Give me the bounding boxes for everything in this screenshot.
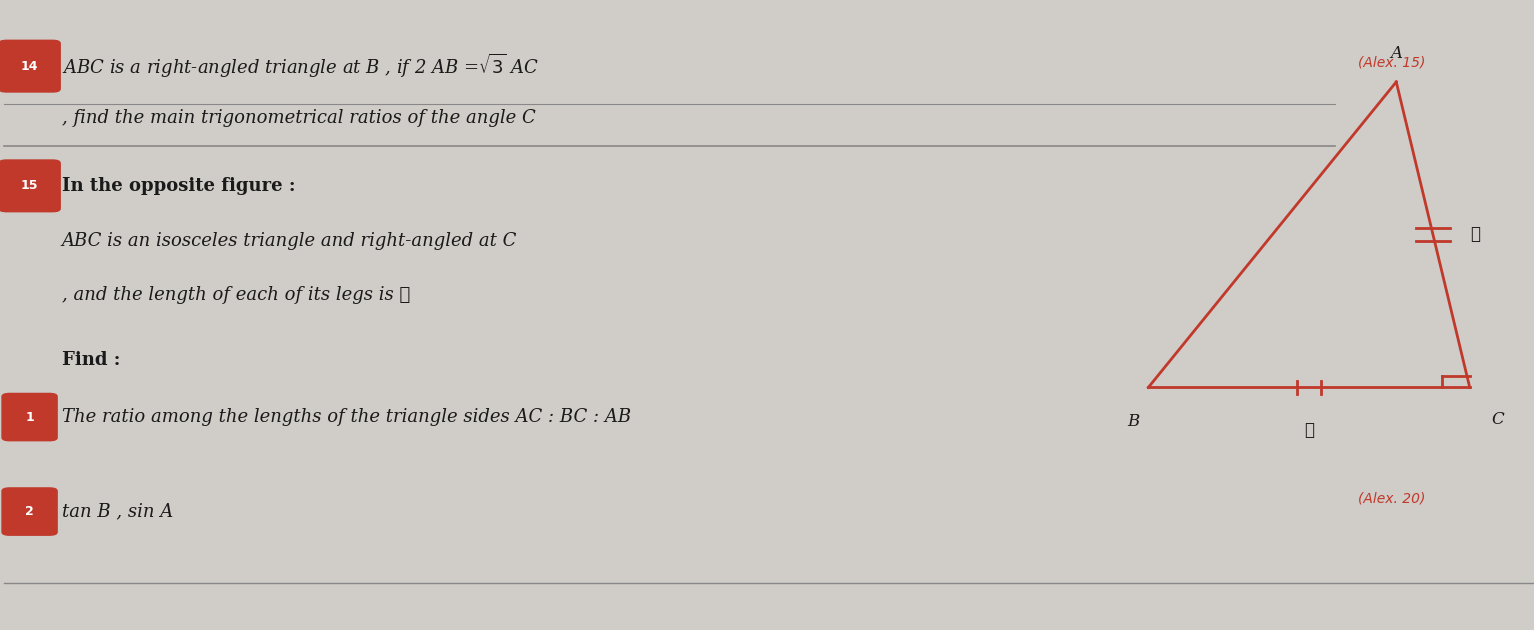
Text: 15: 15 — [21, 180, 38, 192]
Text: (Alex. 20): (Alex. 20) — [1358, 492, 1425, 506]
Text: B: B — [1127, 413, 1140, 430]
Text: (Alex. 15): (Alex. 15) — [1358, 56, 1425, 70]
Text: tan B , sin A: tan B , sin A — [61, 503, 173, 520]
Text: 14: 14 — [21, 60, 38, 72]
Text: ABC is a right-angled triangle at B , if 2 AB =$\sqrt{3}$ AC: ABC is a right-angled triangle at B , if… — [61, 52, 538, 80]
Text: ℓ: ℓ — [1470, 226, 1480, 243]
Text: A: A — [1390, 45, 1402, 62]
Text: Find :: Find : — [61, 352, 120, 369]
Text: ABC is an isosceles triangle and right-angled at C: ABC is an isosceles triangle and right-a… — [61, 232, 517, 249]
Text: 2: 2 — [25, 505, 34, 518]
Text: , find the main trigonometrical ratios of the angle C: , find the main trigonometrical ratios o… — [61, 110, 535, 127]
Text: C: C — [1491, 411, 1503, 428]
Text: ℓ: ℓ — [1304, 422, 1315, 439]
FancyBboxPatch shape — [0, 40, 60, 92]
FancyBboxPatch shape — [2, 488, 57, 536]
Text: , and the length of each of its legs is ℓ: , and the length of each of its legs is … — [61, 286, 410, 304]
FancyBboxPatch shape — [2, 393, 57, 441]
Text: The ratio among the lengths of the triangle sides AC : BC : AB: The ratio among the lengths of the trian… — [61, 408, 630, 426]
Text: 1: 1 — [25, 411, 34, 423]
FancyBboxPatch shape — [0, 160, 60, 212]
Text: In the opposite figure :: In the opposite figure : — [61, 177, 295, 195]
